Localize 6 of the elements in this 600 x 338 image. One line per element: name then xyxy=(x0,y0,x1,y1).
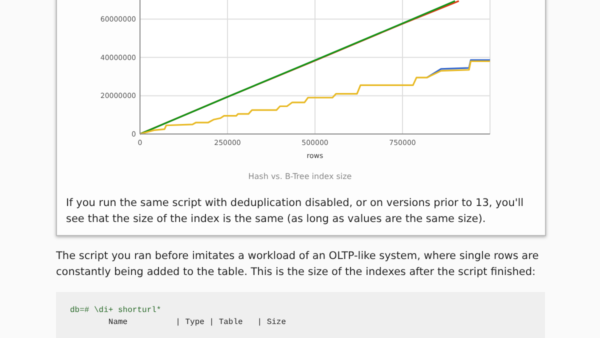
text: Hash vs. B-Tree index size xyxy=(248,172,352,181)
text: If you run the same script with deduplication disabled, or on versions prior to 13, you'll see that the size of the index is the same (as long as values are the same size). xyxy=(66,196,525,227)
text: Name | Type | Table | Size xyxy=(107,318,286,328)
text: The script you ran before imitates a workload of an OLTP-like system, where single rows are constantly being added to the table. This is the size of the indexes after the script finished: xyxy=(56,249,540,280)
text: db=# \di+ shorturl* xyxy=(70,306,162,316)
line-series xyxy=(426,59,491,78)
